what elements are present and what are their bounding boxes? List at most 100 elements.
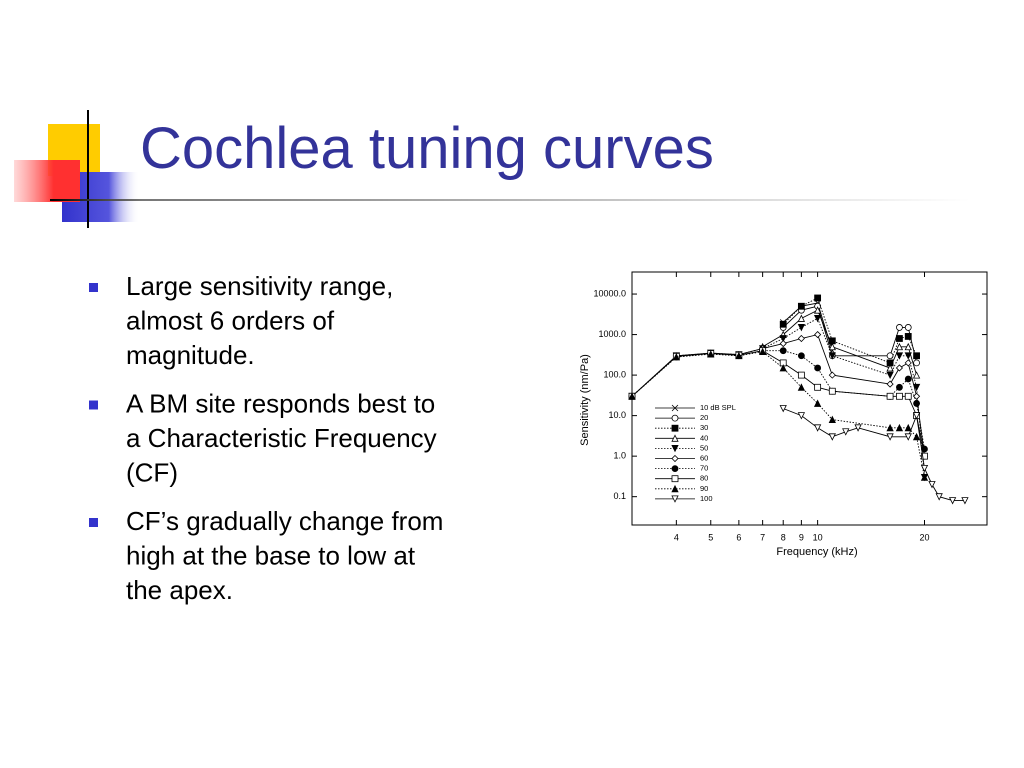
data-point (814, 331, 822, 339)
x-tick-label: 8 (781, 532, 786, 542)
data-point (797, 334, 805, 343)
data-point (886, 380, 894, 388)
data-point (886, 433, 894, 441)
data-point (913, 392, 921, 400)
data-point (797, 324, 806, 332)
data-point (779, 364, 787, 372)
legend-label: 60 (700, 453, 708, 462)
legend-label: 80 (700, 474, 708, 483)
legend-marker (671, 404, 679, 412)
legend-label: 90 (700, 484, 708, 493)
data-point (920, 464, 929, 473)
data-point (813, 424, 822, 432)
data-point (842, 428, 850, 436)
data-point (895, 352, 904, 360)
data-point (961, 497, 969, 505)
data-point (913, 352, 920, 360)
legend-marker (671, 454, 679, 463)
x-axis-title: Frequency (kHz) (776, 546, 857, 558)
legend-marker (671, 484, 679, 493)
data-point (797, 383, 806, 391)
data-point (904, 352, 912, 360)
deco-red (14, 160, 80, 202)
data-point (886, 371, 894, 379)
bullet-text: a Characteristic Frequency (126, 423, 437, 453)
bullet-text: CF’s gradually change from (126, 506, 443, 536)
data-point (896, 383, 903, 391)
bullet-text: the apex. (126, 575, 233, 605)
data-point (813, 315, 822, 323)
bullet-text: Large sensitivity range, (126, 271, 393, 301)
data-point (758, 347, 767, 356)
y-tick-label: 10.0 (608, 410, 626, 420)
y-tick-label: 100.0 (603, 369, 626, 379)
data-point (904, 324, 912, 331)
bullet-marker (89, 518, 98, 527)
data-point (912, 432, 921, 441)
series-line (782, 302, 833, 351)
legend-label: 70 (700, 464, 708, 473)
legend-label: 100 (700, 494, 713, 503)
data-point (886, 364, 894, 372)
bullet-text: magnitude. (126, 340, 255, 370)
legend-marker (671, 445, 679, 453)
data-point (913, 359, 920, 367)
data-point (895, 342, 904, 351)
data-point (813, 306, 822, 314)
bullet-marker (89, 400, 98, 410)
data-point (935, 493, 943, 501)
data-point (886, 423, 894, 432)
legend-marker (671, 465, 679, 473)
title-rule (50, 199, 970, 201)
bullet-text: high at the base to low at (126, 540, 416, 570)
data-point (797, 412, 806, 420)
legend-marker (671, 414, 679, 422)
y-tick-label: 10000.0 (593, 288, 626, 298)
data-point (814, 294, 822, 302)
data-point (904, 392, 912, 400)
x-tick-label: 4 (674, 532, 679, 542)
data-point (904, 342, 912, 351)
series-line (631, 350, 925, 450)
data-point (779, 339, 787, 348)
data-point (779, 347, 787, 355)
y-axis-title: Sensitivity (nm/Pa) (579, 354, 591, 446)
data-point (814, 383, 822, 391)
data-point (797, 352, 805, 360)
data-point (912, 371, 921, 379)
data-point (895, 423, 904, 432)
bullet-list: Large sensitivity range, almost 6 orders … (89, 271, 443, 605)
data-point (828, 342, 836, 351)
legend-marker (671, 475, 679, 483)
data-point (814, 364, 822, 372)
x-tick-label: 6 (736, 532, 741, 542)
legend-marker (671, 434, 679, 442)
y-tick-label: 0.1 (613, 491, 626, 501)
series-line (782, 297, 918, 364)
data-point (912, 383, 921, 392)
data-point (896, 392, 903, 400)
data-point (828, 352, 836, 360)
data-point (928, 481, 936, 489)
x-tick-label: 9 (799, 532, 804, 542)
legend-label: 40 (700, 433, 708, 442)
data-point (797, 371, 805, 379)
series-line (631, 317, 925, 478)
data-point (896, 335, 903, 342)
y-tick-label: 1000.0 (598, 329, 626, 339)
bullet-text: A BM site responds best to (126, 388, 435, 418)
data-point (828, 433, 836, 441)
bullet-text: (CF) (126, 457, 178, 487)
data-point (797, 302, 805, 310)
bullet-text: almost 6 orders of (126, 305, 335, 335)
slide-title: Cochlea tuning curves (140, 116, 714, 181)
legend-marker (671, 424, 679, 432)
data-point (828, 371, 836, 379)
data-point (813, 399, 822, 407)
data-point (896, 324, 903, 331)
x-tick-label: 10 (813, 532, 823, 542)
y-tick-label: 1.0 (613, 451, 626, 461)
data-point (779, 405, 787, 413)
